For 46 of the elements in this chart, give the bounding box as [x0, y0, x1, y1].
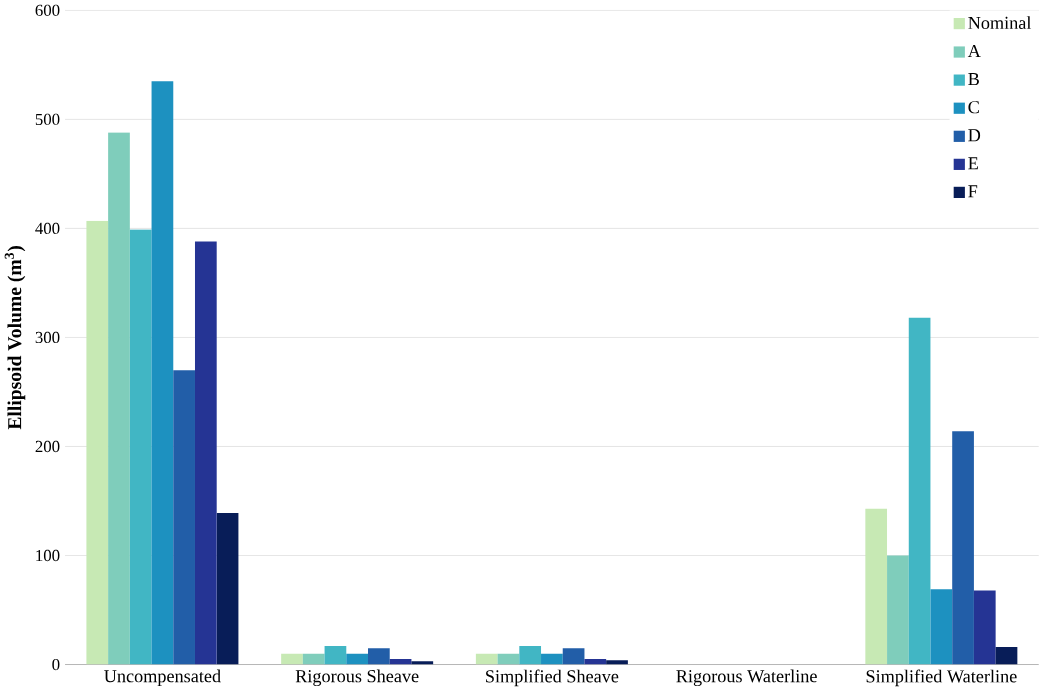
y-tick-label: 100: [36, 549, 60, 562]
x-tick-label: Uncompensated: [104, 669, 221, 687]
bar: [411, 661, 434, 665]
bar: [108, 132, 130, 665]
bar: [216, 513, 239, 665]
bar: [606, 660, 628, 665]
bar: [368, 648, 390, 665]
bar: [584, 659, 607, 665]
text: Ellipsoid Volume (m$^{3}$): [4, 246, 26, 430]
legend-label: D: [968, 129, 981, 142]
y-tick-label: 200: [35, 440, 60, 453]
bar: [151, 81, 174, 665]
bar: [887, 555, 909, 665]
y-tick-label: 500: [35, 113, 60, 126]
bar: [865, 508, 888, 665]
legend-label: F: [968, 185, 978, 198]
bar: [194, 241, 217, 665]
x-tick-label: Simplified Sheave: [486, 669, 619, 687]
bar: [930, 589, 953, 665]
bar: [952, 431, 974, 665]
bar: [475, 653, 498, 665]
bar: [995, 647, 1018, 665]
bar: [173, 370, 195, 665]
x-tick-label: Rigorous Waterline: [676, 669, 817, 687]
bar: [541, 653, 563, 665]
bar: [324, 646, 347, 665]
bar: [519, 646, 542, 665]
legend-label: Nominal: [968, 16, 1032, 30]
legend-label: B: [968, 73, 979, 86]
bar: [562, 648, 585, 665]
bar: [908, 317, 931, 665]
legend-label: A: [967, 45, 981, 58]
bar: [302, 653, 325, 665]
y-tick-label: 0: [52, 658, 60, 671]
x-tick-label: Simplified Waterline: [866, 669, 1017, 687]
y-tick-label: 300: [35, 331, 60, 344]
y-tick-label: 400: [35, 222, 60, 235]
bar: [86, 220, 109, 665]
bar: [129, 229, 152, 665]
bar: [346, 653, 368, 665]
x-tick-label: Rigorous Sheave: [295, 669, 419, 687]
bar: [973, 590, 996, 665]
legend-label: C: [968, 101, 979, 114]
legend-label: E: [968, 157, 978, 170]
y-tick-label: 600: [35, 4, 60, 17]
bar: [281, 653, 303, 665]
